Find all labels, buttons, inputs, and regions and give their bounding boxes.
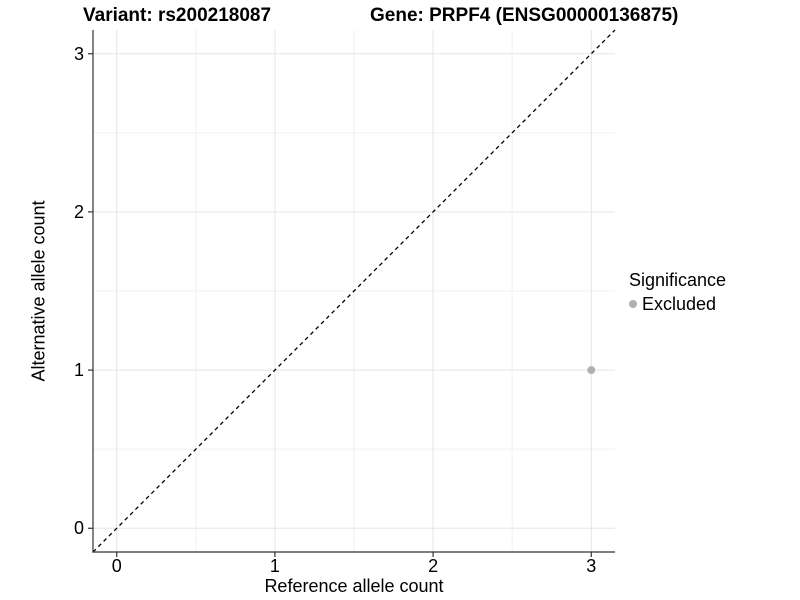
legend-entry-label: Excluded (642, 294, 717, 314)
legend-point-icon (629, 300, 637, 308)
data-point (587, 366, 596, 375)
y-axis-title: Alternative allele count (28, 200, 49, 382)
x-axis-title: Reference allele count (264, 576, 444, 596)
x-tick-label: 2 (428, 556, 439, 576)
identity-dashed-line (92, 29, 616, 553)
x-tick-label: 3 (586, 556, 597, 576)
x-tick-label: 0 (111, 556, 122, 576)
chart-title-gene: Gene: PRPF4 (ENSG00000136875) (370, 5, 679, 26)
y-tick-label: 2 (73, 201, 84, 222)
y-tick-label: 0 (73, 518, 84, 539)
legend: Significance Excluded (629, 269, 726, 315)
chart-title-variant: Variant: rs200218087 (83, 5, 272, 26)
legend-title: Significance (629, 270, 727, 290)
x-tick-label: 1 (269, 556, 280, 576)
y-tick-label: 3 (73, 43, 84, 64)
legend-entry-excluded: Excluded (629, 293, 726, 315)
y-tick-label: 1 (73, 360, 84, 381)
